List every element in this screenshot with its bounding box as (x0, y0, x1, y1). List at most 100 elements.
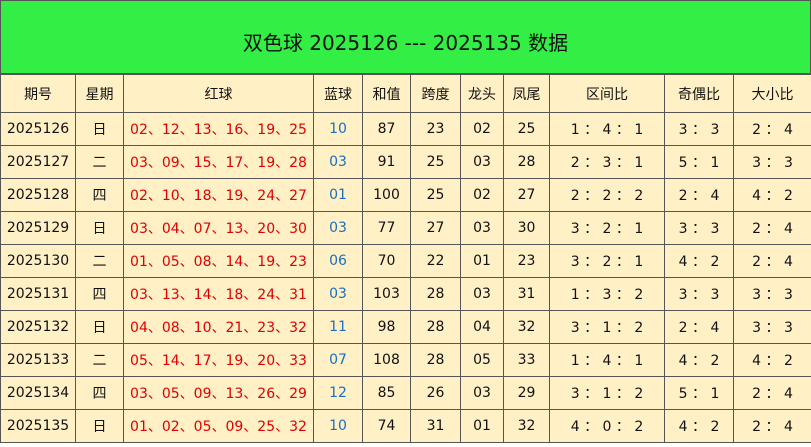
table-cell: 3 ： 2 ： 1 (549, 244, 665, 278)
table-cell: 03 (313, 211, 363, 245)
table: 期号 星期 红球 蓝球 和值 跨度 龙头 凤尾 区间比 奇偶比 大小比 2025126 日 02、12、… (0, 74, 811, 443)
table-cell: 日 (75, 211, 124, 245)
table-cell: 01、02、05、09、25、32 (123, 409, 314, 443)
table-cell: 2 ： 4 (733, 376, 811, 410)
table-cell: 03、09、15、17、19、28 (123, 145, 314, 179)
table-cell: 01 (460, 244, 504, 278)
table-cell: 四 (75, 277, 124, 311)
table-cell: 2025128 (0, 178, 76, 212)
table-cell: 03 (460, 211, 504, 245)
table-cell: 3 ： 3 (733, 310, 811, 344)
header-row: 期号 星期 红球 蓝球 和值 跨度 龙头 凤尾 区间比 奇偶比 大小比 (0, 74, 811, 113)
table-row: 2025133 二 05、14、17、19、20、33 07 108 28 05 33 1 ： … (0, 343, 811, 377)
table-cell: 03 (460, 376, 504, 410)
table-cell: 31 (503, 277, 550, 311)
table-cell: 5 ： 1 (664, 376, 734, 410)
table-cell: 3 ： 2 ： 1 (549, 211, 665, 245)
table-cell: 2 ： 4 (664, 310, 734, 344)
table-cell: 2 ： 4 (733, 112, 811, 146)
table-cell: 32 (503, 310, 550, 344)
table-row: 2025129 日 03、04、07、13、20、30 03 77 27 03 30 3 ： 2… (0, 211, 811, 245)
table-cell: 28 (410, 277, 461, 311)
table-row: 2025134 四 03、05、09、13、26、29 12 85 26 03 29 3 ： 1… (0, 376, 811, 410)
table-cell: 03 (460, 277, 504, 311)
table-cell: 2 ： 3 ： 1 (549, 145, 665, 179)
table-cell: 05 (460, 343, 504, 377)
table-cell: 103 (362, 277, 411, 311)
table-cell: 2 ： 4 (733, 244, 811, 278)
table-cell: 100 (362, 178, 411, 212)
table-cell: 4 ： 2 (733, 178, 811, 212)
table-cell: 23 (410, 112, 461, 146)
table-cell: 3 ： 3 (733, 277, 811, 311)
column-header: 和值 (362, 74, 411, 113)
table-row: 2025132 日 04、08、10、21、23、32 11 98 28 04 32 3 ： 1… (0, 310, 811, 344)
table-cell: 4 ： 2 (664, 244, 734, 278)
table-cell: 2025133 (0, 343, 76, 377)
table-cell: 04、08、10、21、23、32 (123, 310, 314, 344)
table-cell: 10 (313, 112, 363, 146)
table-cell: 2 ： 4 (733, 211, 811, 245)
table-cell: 28 (410, 310, 461, 344)
table-cell: 二 (75, 343, 124, 377)
table-cell: 5 ： 1 (664, 145, 734, 179)
table-cell: 85 (362, 376, 411, 410)
table-cell: 2025126 (0, 112, 76, 146)
table-cell: 25 (410, 145, 461, 179)
table-cell: 2025134 (0, 376, 76, 410)
table-cell: 108 (362, 343, 411, 377)
table-cell: 33 (503, 343, 550, 377)
table-cell: 27 (410, 211, 461, 245)
table-cell: 4 ： 2 (733, 343, 811, 377)
table-cell: 03 (460, 145, 504, 179)
title: 双色球 2025126 --- 2025135 数据 (0, 0, 811, 74)
table-row: 2025126 日 02、12、13、16、19、25 10 87 23 02 25 1 ： 4… (0, 112, 811, 146)
table-cell: 四 (75, 178, 124, 212)
table-cell: 25 (503, 112, 550, 146)
table-cell: 31 (410, 409, 461, 443)
table-cell: 05、14、17、19、20、33 (123, 343, 314, 377)
table-cell: 3 ： 3 (664, 211, 734, 245)
table-row: 2025127 二 03、09、15、17、19、28 03 91 25 03 28 2 ： 3… (0, 145, 811, 179)
table-cell: 4 ： 2 (664, 409, 734, 443)
column-header: 跨度 (410, 74, 461, 113)
table-cell: 03 (313, 277, 363, 311)
table-cell: 01、05、08、14、19、23 (123, 244, 314, 278)
table-cell: 32 (503, 409, 550, 443)
table-cell: 27 (503, 178, 550, 212)
column-header: 红球 (123, 74, 314, 113)
table-cell: 01 (313, 178, 363, 212)
table-cell: 06 (313, 244, 363, 278)
table-cell: 26 (410, 376, 461, 410)
table-row: 2025135 日 01、02、05、09、25、32 10 74 31 01 32 4 ： 0… (0, 409, 811, 443)
column-header: 凤尾 (503, 74, 550, 113)
table-cell: 1 ： 4 ： 1 (549, 343, 665, 377)
table-cell: 07 (313, 343, 363, 377)
column-header: 期号 (0, 74, 76, 113)
table-cell: 10 (313, 409, 363, 443)
table-cell: 2025130 (0, 244, 76, 278)
table-row: 2025131 四 03、13、14、18、24、31 03 103 28 03 31 1 ： … (0, 277, 811, 311)
column-header: 奇偶比 (664, 74, 734, 113)
table-cell: 28 (410, 343, 461, 377)
table-row: 2025130 二 01、05、08、14、19、23 06 70 22 01 23 3 ： 2… (0, 244, 811, 278)
table-cell: 11 (313, 310, 363, 344)
table-cell: 2025129 (0, 211, 76, 245)
table-cell: 30 (503, 211, 550, 245)
table-cell: 03、04、07、13、20、30 (123, 211, 314, 245)
table-cell: 2025135 (0, 409, 76, 443)
table-cell: 1 ： 3 ： 2 (549, 277, 665, 311)
column-header: 大小比 (733, 74, 811, 113)
table-cell: 29 (503, 376, 550, 410)
table-cell: 日 (75, 409, 124, 443)
table-cell: 12 (313, 376, 363, 410)
table-cell: 3 ： 1 ： 2 (549, 310, 665, 344)
table-cell: 3 ： 3 (664, 277, 734, 311)
table-cell: 03、05、09、13、26、29 (123, 376, 314, 410)
table-cell: 二 (75, 145, 124, 179)
table-row: 2025128 四 02、10、18、19、24、27 01 100 25 02 27 2 ： … (0, 178, 811, 212)
table-cell: 98 (362, 310, 411, 344)
table-cell: 74 (362, 409, 411, 443)
table-cell: 4 ： 0 ： 2 (549, 409, 665, 443)
